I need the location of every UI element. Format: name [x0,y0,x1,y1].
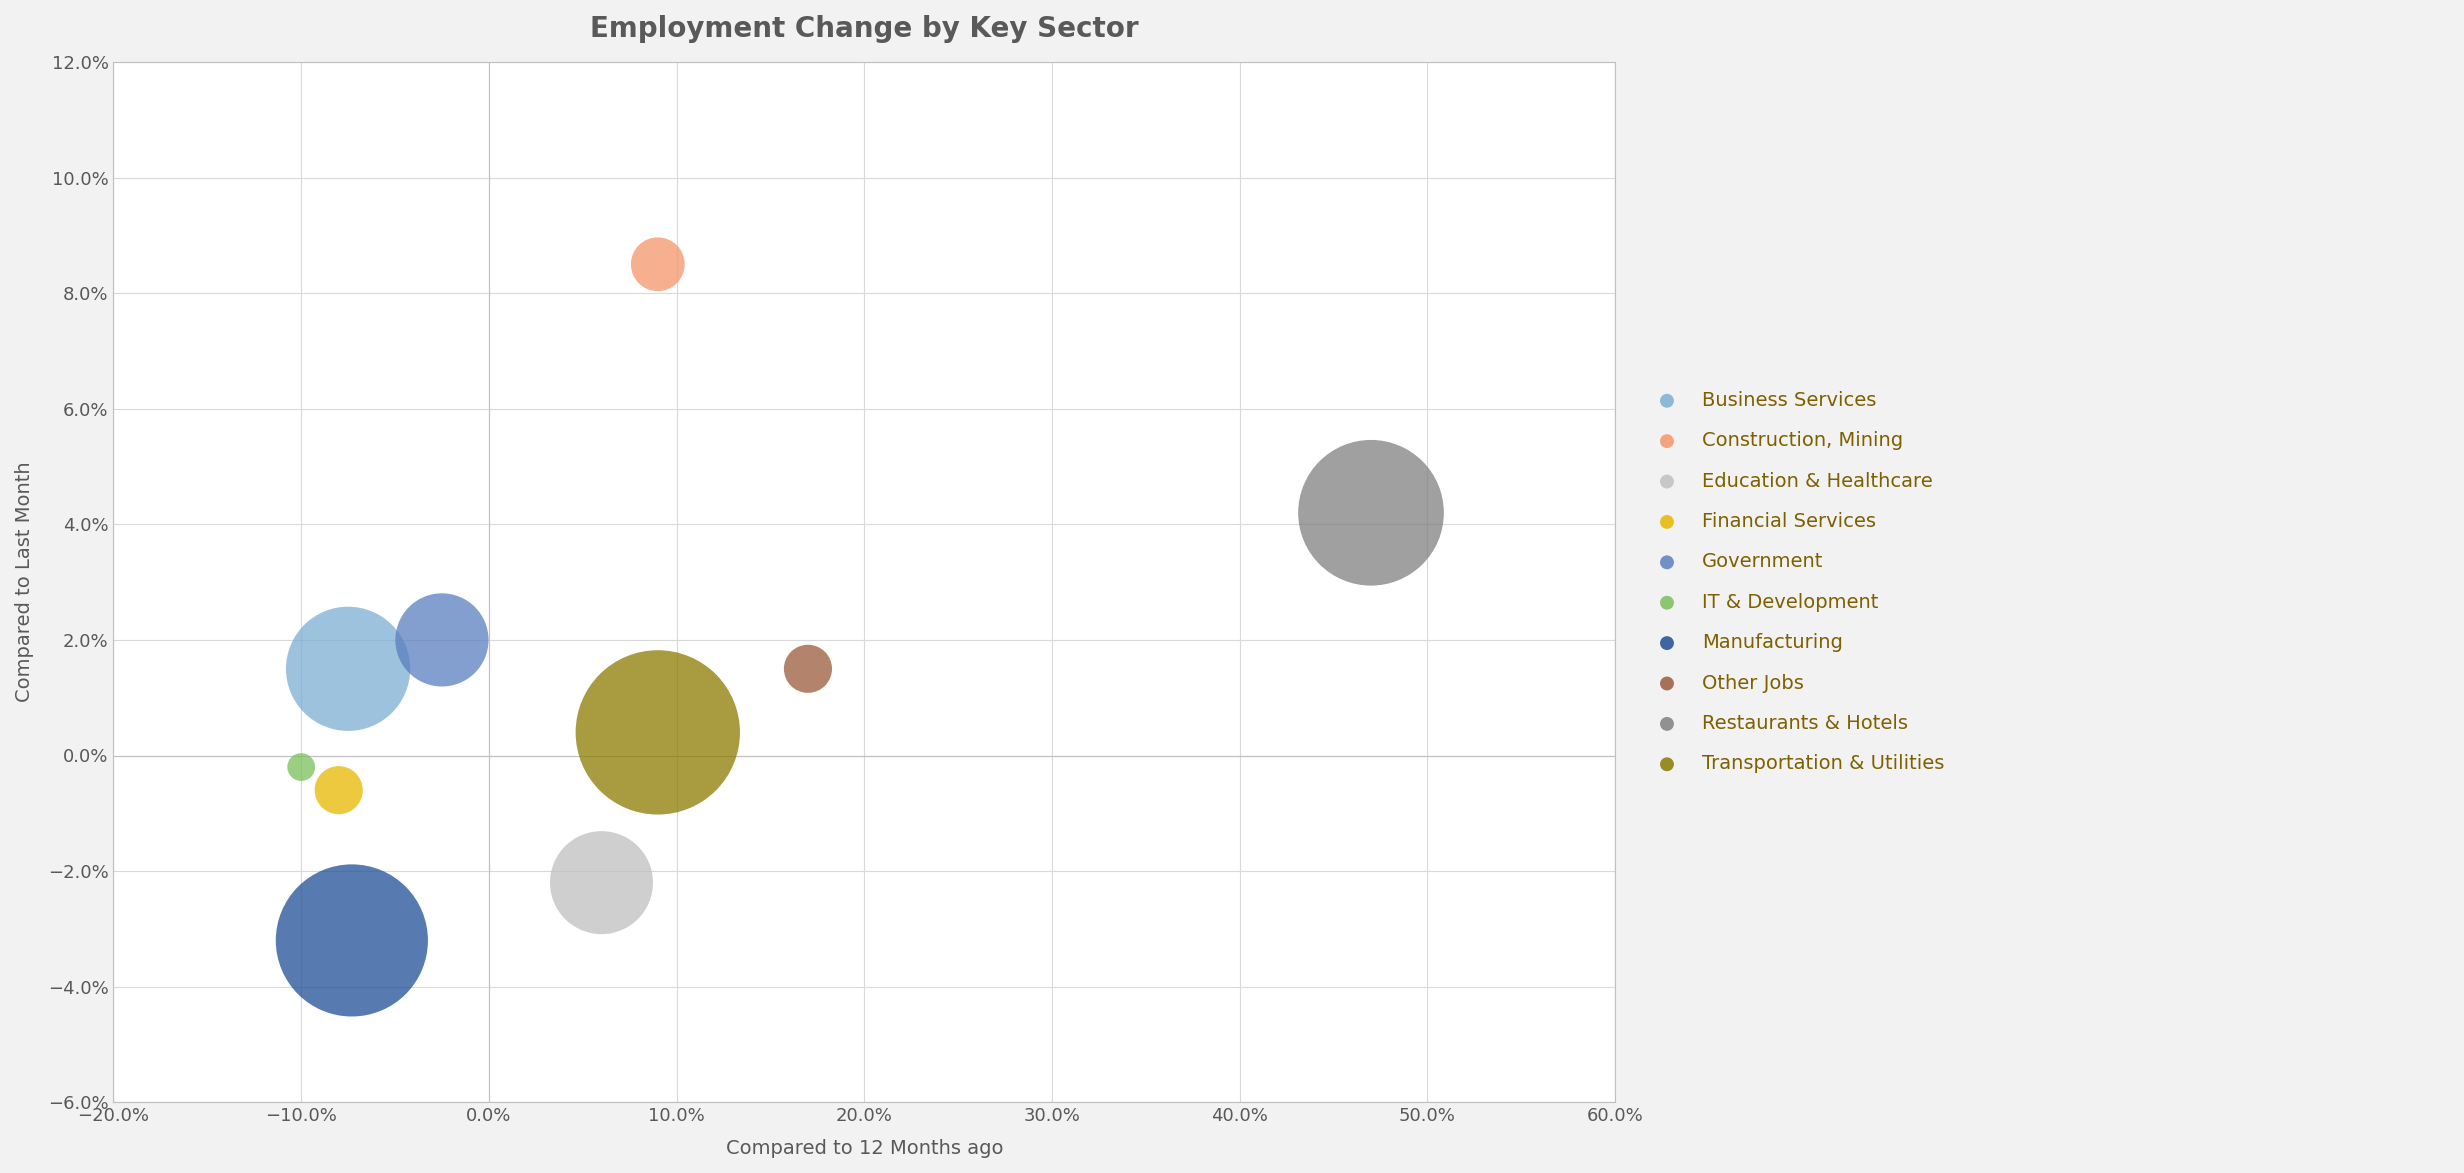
X-axis label: Compared to 12 Months ago: Compared to 12 Months ago [724,1139,1003,1158]
Other Jobs [788,659,828,678]
Government [421,631,461,650]
Financial Services [318,781,357,800]
Legend: Business Services, Construction, Mining, Education & Healthcare, Financial Servi: Business Services, Construction, Mining,… [1639,384,1951,781]
IT & Development [281,758,320,777]
Education & Healthcare [582,873,621,891]
Y-axis label: Compared to Last Month: Compared to Last Month [15,462,34,703]
Business Services [328,659,367,678]
Restaurants & Hotels [1350,503,1390,522]
Transportation & Utilities [638,723,678,741]
Title: Employment Change by Key Sector: Employment Change by Key Sector [589,15,1138,43]
Construction, Mining [638,255,678,273]
Manufacturing [333,931,372,950]
